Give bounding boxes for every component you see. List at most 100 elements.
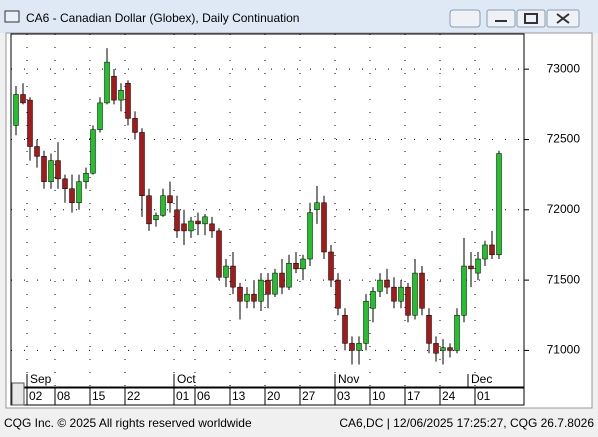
candle-body — [251, 293, 257, 302]
candle-body — [167, 195, 173, 204]
candle-body — [293, 262, 299, 270]
x-tick-label: 01 — [477, 389, 491, 403]
link-button[interactable] — [449, 9, 481, 28]
candle-body — [62, 178, 68, 189]
minimize-button[interactable] — [486, 9, 516, 28]
candle-body — [475, 258, 481, 274]
candle-body — [202, 216, 208, 225]
candle-body — [384, 279, 390, 288]
candle-body — [321, 202, 327, 253]
candle-body — [160, 195, 166, 216]
plot-area — [10, 33, 525, 388]
x-tick-label: 22 — [127, 389, 141, 403]
scroll-thumb[interactable] — [11, 382, 25, 406]
x-tick-label: 15 — [92, 389, 106, 403]
y-tick-label: 72000 — [547, 202, 581, 216]
candle-body — [426, 315, 432, 344]
candle-body — [286, 262, 292, 288]
y-tick-label: 72500 — [547, 132, 581, 146]
x-tick-label: 27 — [302, 389, 316, 403]
candle-body — [328, 251, 334, 281]
candle-body — [468, 265, 474, 270]
x-tick-label: 13 — [232, 389, 246, 403]
candle-body — [104, 61, 110, 104]
candle-body — [216, 230, 222, 278]
x-tick-label: 20 — [267, 389, 281, 403]
candle-body — [48, 160, 54, 182]
candle-body — [146, 195, 152, 225]
candle-body — [83, 172, 89, 182]
candle-body — [118, 90, 124, 101]
candle-body — [496, 153, 502, 256]
candle-body — [433, 343, 439, 354]
x-tick-label: 10 — [372, 389, 386, 403]
candle-body — [363, 300, 369, 344]
x-tick-label: 03 — [337, 389, 351, 403]
candle-body — [349, 343, 355, 351]
candle-body — [447, 347, 453, 351]
candle-body — [370, 291, 376, 309]
candle-body — [132, 118, 138, 133]
month-label: Sep — [30, 372, 52, 386]
candle-body — [314, 202, 320, 211]
month-label: Dec — [471, 372, 492, 386]
candle-body — [279, 272, 285, 288]
candle-body — [230, 265, 236, 288]
candle-body — [244, 293, 250, 302]
candle-body — [55, 160, 61, 180]
footer-right: CA6,DC | 12/06/2025 17:25:27, CQG 26.7.8… — [339, 416, 594, 430]
candle-body — [300, 258, 306, 270]
candle-body — [412, 272, 418, 316]
candle-body — [335, 279, 341, 309]
candle-body — [461, 265, 467, 316]
candle-body — [356, 343, 362, 351]
candle-body — [69, 188, 75, 204]
candle-body — [209, 223, 215, 232]
candle-body — [181, 223, 187, 232]
maximize-button[interactable] — [516, 9, 546, 28]
candle-body — [90, 129, 96, 174]
candle-body — [405, 286, 411, 316]
candle-body — [307, 212, 313, 260]
candle-body — [76, 181, 82, 204]
candle-body — [482, 244, 488, 260]
candle-body — [97, 102, 103, 130]
candle-body — [139, 132, 145, 196]
app-icon — [4, 10, 20, 23]
candle-body — [13, 94, 19, 126]
date-strip — [10, 387, 525, 406]
candle-body — [125, 82, 131, 119]
candle-body — [195, 220, 201, 225]
candle-body — [188, 220, 194, 232]
candle-body — [454, 315, 460, 351]
candle-body — [111, 75, 117, 101]
window-title: CA6 - Canadian Dollar (Globex), Daily Co… — [26, 11, 299, 25]
maximize-icon — [524, 13, 538, 24]
x-tick-label: 08 — [57, 389, 71, 403]
x-tick-label: 06 — [197, 389, 211, 403]
candle-body — [419, 272, 425, 309]
x-tick-label: 02 — [29, 389, 43, 403]
month-label: Oct — [177, 372, 196, 386]
candle-body — [27, 99, 33, 147]
candle-body — [377, 279, 383, 292]
candle-body — [223, 265, 229, 278]
candle-body — [237, 286, 243, 302]
candle-body — [20, 94, 26, 104]
x-tick-label: 01 — [176, 389, 190, 403]
candle-body — [272, 272, 278, 295]
candle-body — [398, 286, 404, 302]
candle-body — [391, 286, 397, 302]
candle-body — [153, 215, 159, 220]
candle-body — [265, 279, 271, 295]
y-tick-label: 73000 — [547, 61, 581, 75]
y-tick-label: 71500 — [547, 272, 581, 286]
x-tick-label: 24 — [442, 389, 456, 403]
candle-body — [258, 279, 264, 302]
candle-body — [440, 347, 446, 351]
y-tick-label: 71000 — [547, 343, 581, 357]
candle-body — [342, 315, 348, 344]
x-tick-label: 17 — [407, 389, 421, 403]
candle-body — [174, 209, 180, 232]
